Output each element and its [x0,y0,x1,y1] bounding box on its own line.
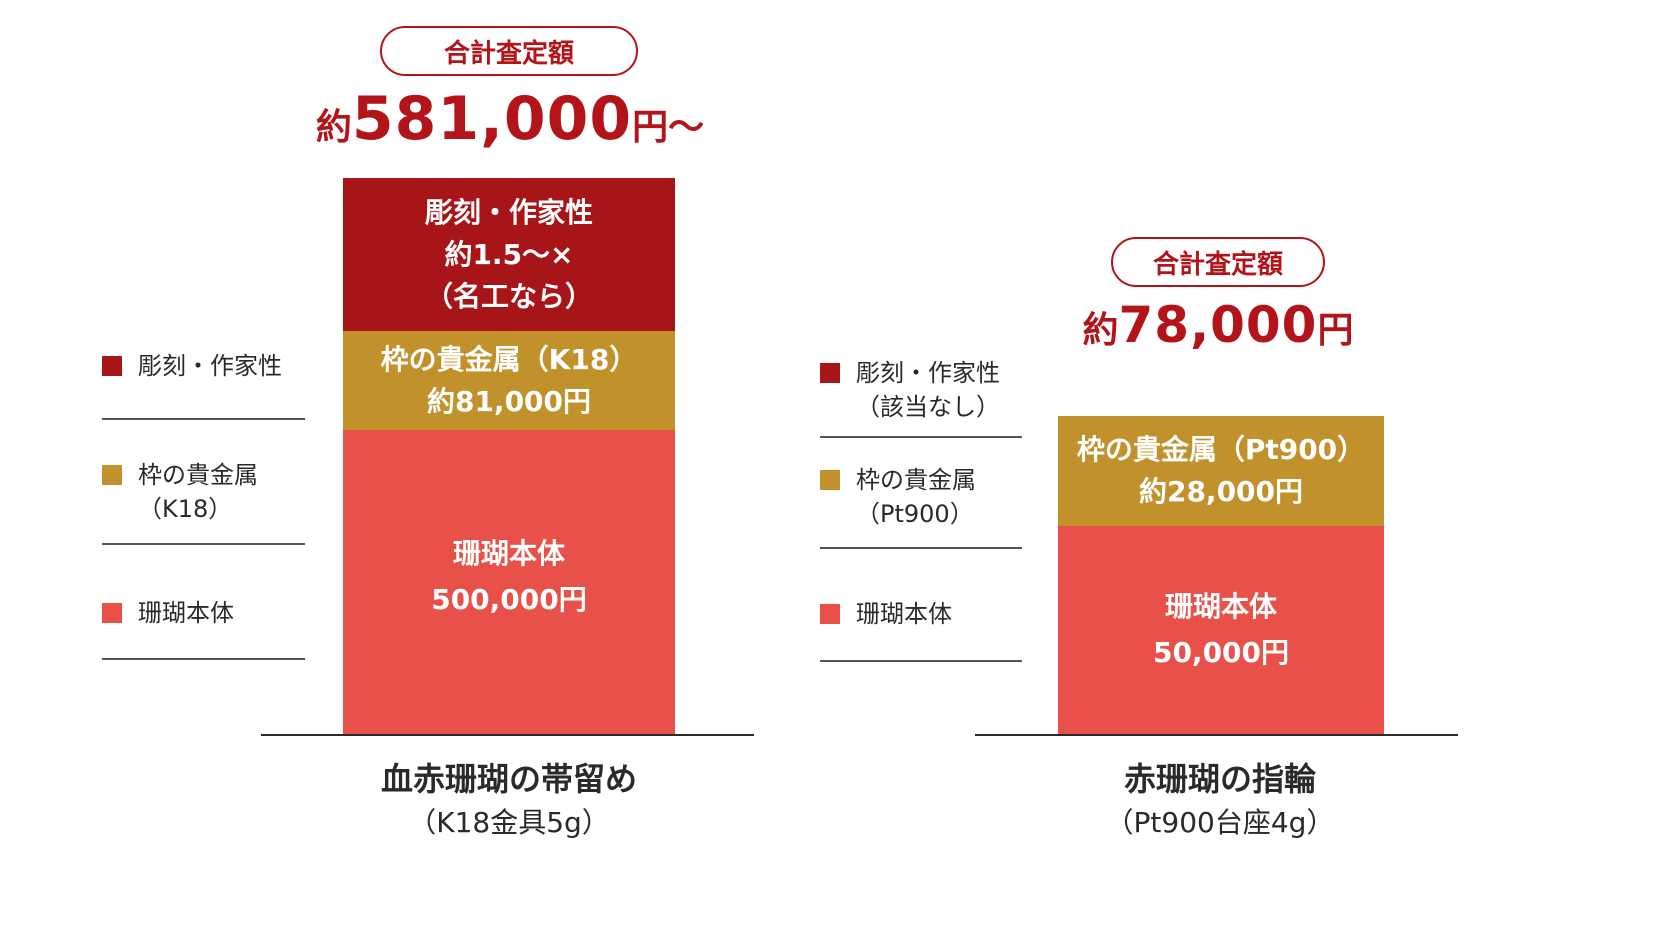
stacked-bar-left: 彫刻・作家性 約1.5～× （名工なら） 枠の貴金属（K18） 約81,000円… [343,178,675,735]
total-label-pill-right: 合計査定額 [1111,237,1325,287]
bar-segment-precious-metal: 枠の貴金属（Pt900） 約28,000円 [1058,416,1384,526]
total-prefix: 約 [1082,310,1119,351]
legend-label: 彫刻・作家性 （該当なし） [856,359,1000,421]
legend-item-engraving: 彫刻・作家性 [102,349,282,383]
segment-label: 500,000円 [431,583,587,616]
total-suffix: 円 [1317,310,1354,351]
category-label: 血赤珊瑚の帯留め [380,760,637,798]
stacked-bar-right: 枠の貴金属（Pt900） 約28,000円 珊瑚本体 50,000円 [1058,416,1384,735]
legend-swatch-engraving [102,356,122,376]
total-value: 581,000 [351,84,633,154]
legend-label: 枠の貴金属 （Pt900） [856,466,976,528]
total-amount-left: 約581,000円～ [300,84,720,154]
segment-label: 約28,000円 [1138,475,1304,508]
legend-swatch-engraving [820,363,840,383]
segment-label: 珊瑚本体 [452,537,565,570]
baseline-left [261,734,754,736]
total-amount-right: 約78,000円 [1058,296,1378,354]
category-caption-right: 赤珊瑚の指輪 （Pt900台座4g） [1020,756,1420,844]
baseline-right [975,734,1458,736]
segment-label: 枠の貴金属（Pt900） [1076,433,1366,466]
legend-divider [820,436,1022,438]
legend-item-engraving: 彫刻・作家性 （該当なし） [820,356,1000,424]
category-sublabel: （K18金具5g） [408,806,610,839]
legend-swatch-coral-body [102,603,122,623]
bar-segment-coral-body: 珊瑚本体 50,000円 [1058,526,1384,735]
segment-label: 彫刻・作家性 [424,195,593,229]
legend-divider [102,543,305,545]
bar-segment-precious-metal: 枠の貴金属（K18） 約81,000円 [343,331,675,430]
total-prefix: 約 [315,107,352,148]
category-label: 赤珊瑚の指輪 [1123,760,1316,798]
total-suffix: 円～ [632,107,705,148]
bar-segment-coral-body: 珊瑚本体 500,000円 [343,430,675,735]
bar-segment-engraving: 彫刻・作家性 約1.5～× （名工なら） [343,178,675,331]
legend-label: 珊瑚本体 [138,599,234,627]
legend-label: 彫刻・作家性 [138,352,282,380]
segment-label: 珊瑚本体 [1164,590,1277,623]
legend-label: 珊瑚本体 [856,600,952,628]
segment-label: 約81,000円 [426,384,592,418]
legend-divider [102,658,305,660]
segment-label: 枠の貴金属（K18） [380,342,638,376]
legend-divider [102,418,305,420]
total-label-pill-left: 合計査定額 [380,26,638,76]
legend-item-precious-metal: 枠の貴金属 （K18） [102,458,258,526]
legend-swatch-precious-metal [820,470,840,490]
segment-label: （名工なら） [424,279,593,313]
category-sublabel: （Pt900台座4g） [1105,806,1335,839]
legend-swatch-precious-metal [102,465,122,485]
total-value: 78,000 [1118,296,1318,354]
legend-item-precious-metal: 枠の貴金属 （Pt900） [820,463,976,531]
segment-label: 50,000円 [1152,636,1290,669]
category-caption-left: 血赤珊瑚の帯留め （K18金具5g） [310,756,708,844]
legend-label: 枠の貴金属 （K18） [138,461,258,523]
legend-swatch-coral-body [820,604,840,624]
legend-item-coral-body: 珊瑚本体 [820,597,952,631]
legend-divider [820,547,1022,549]
legend-item-coral-body: 珊瑚本体 [102,596,234,630]
legend-divider [820,660,1022,662]
segment-label: 約1.5～× [444,237,574,271]
